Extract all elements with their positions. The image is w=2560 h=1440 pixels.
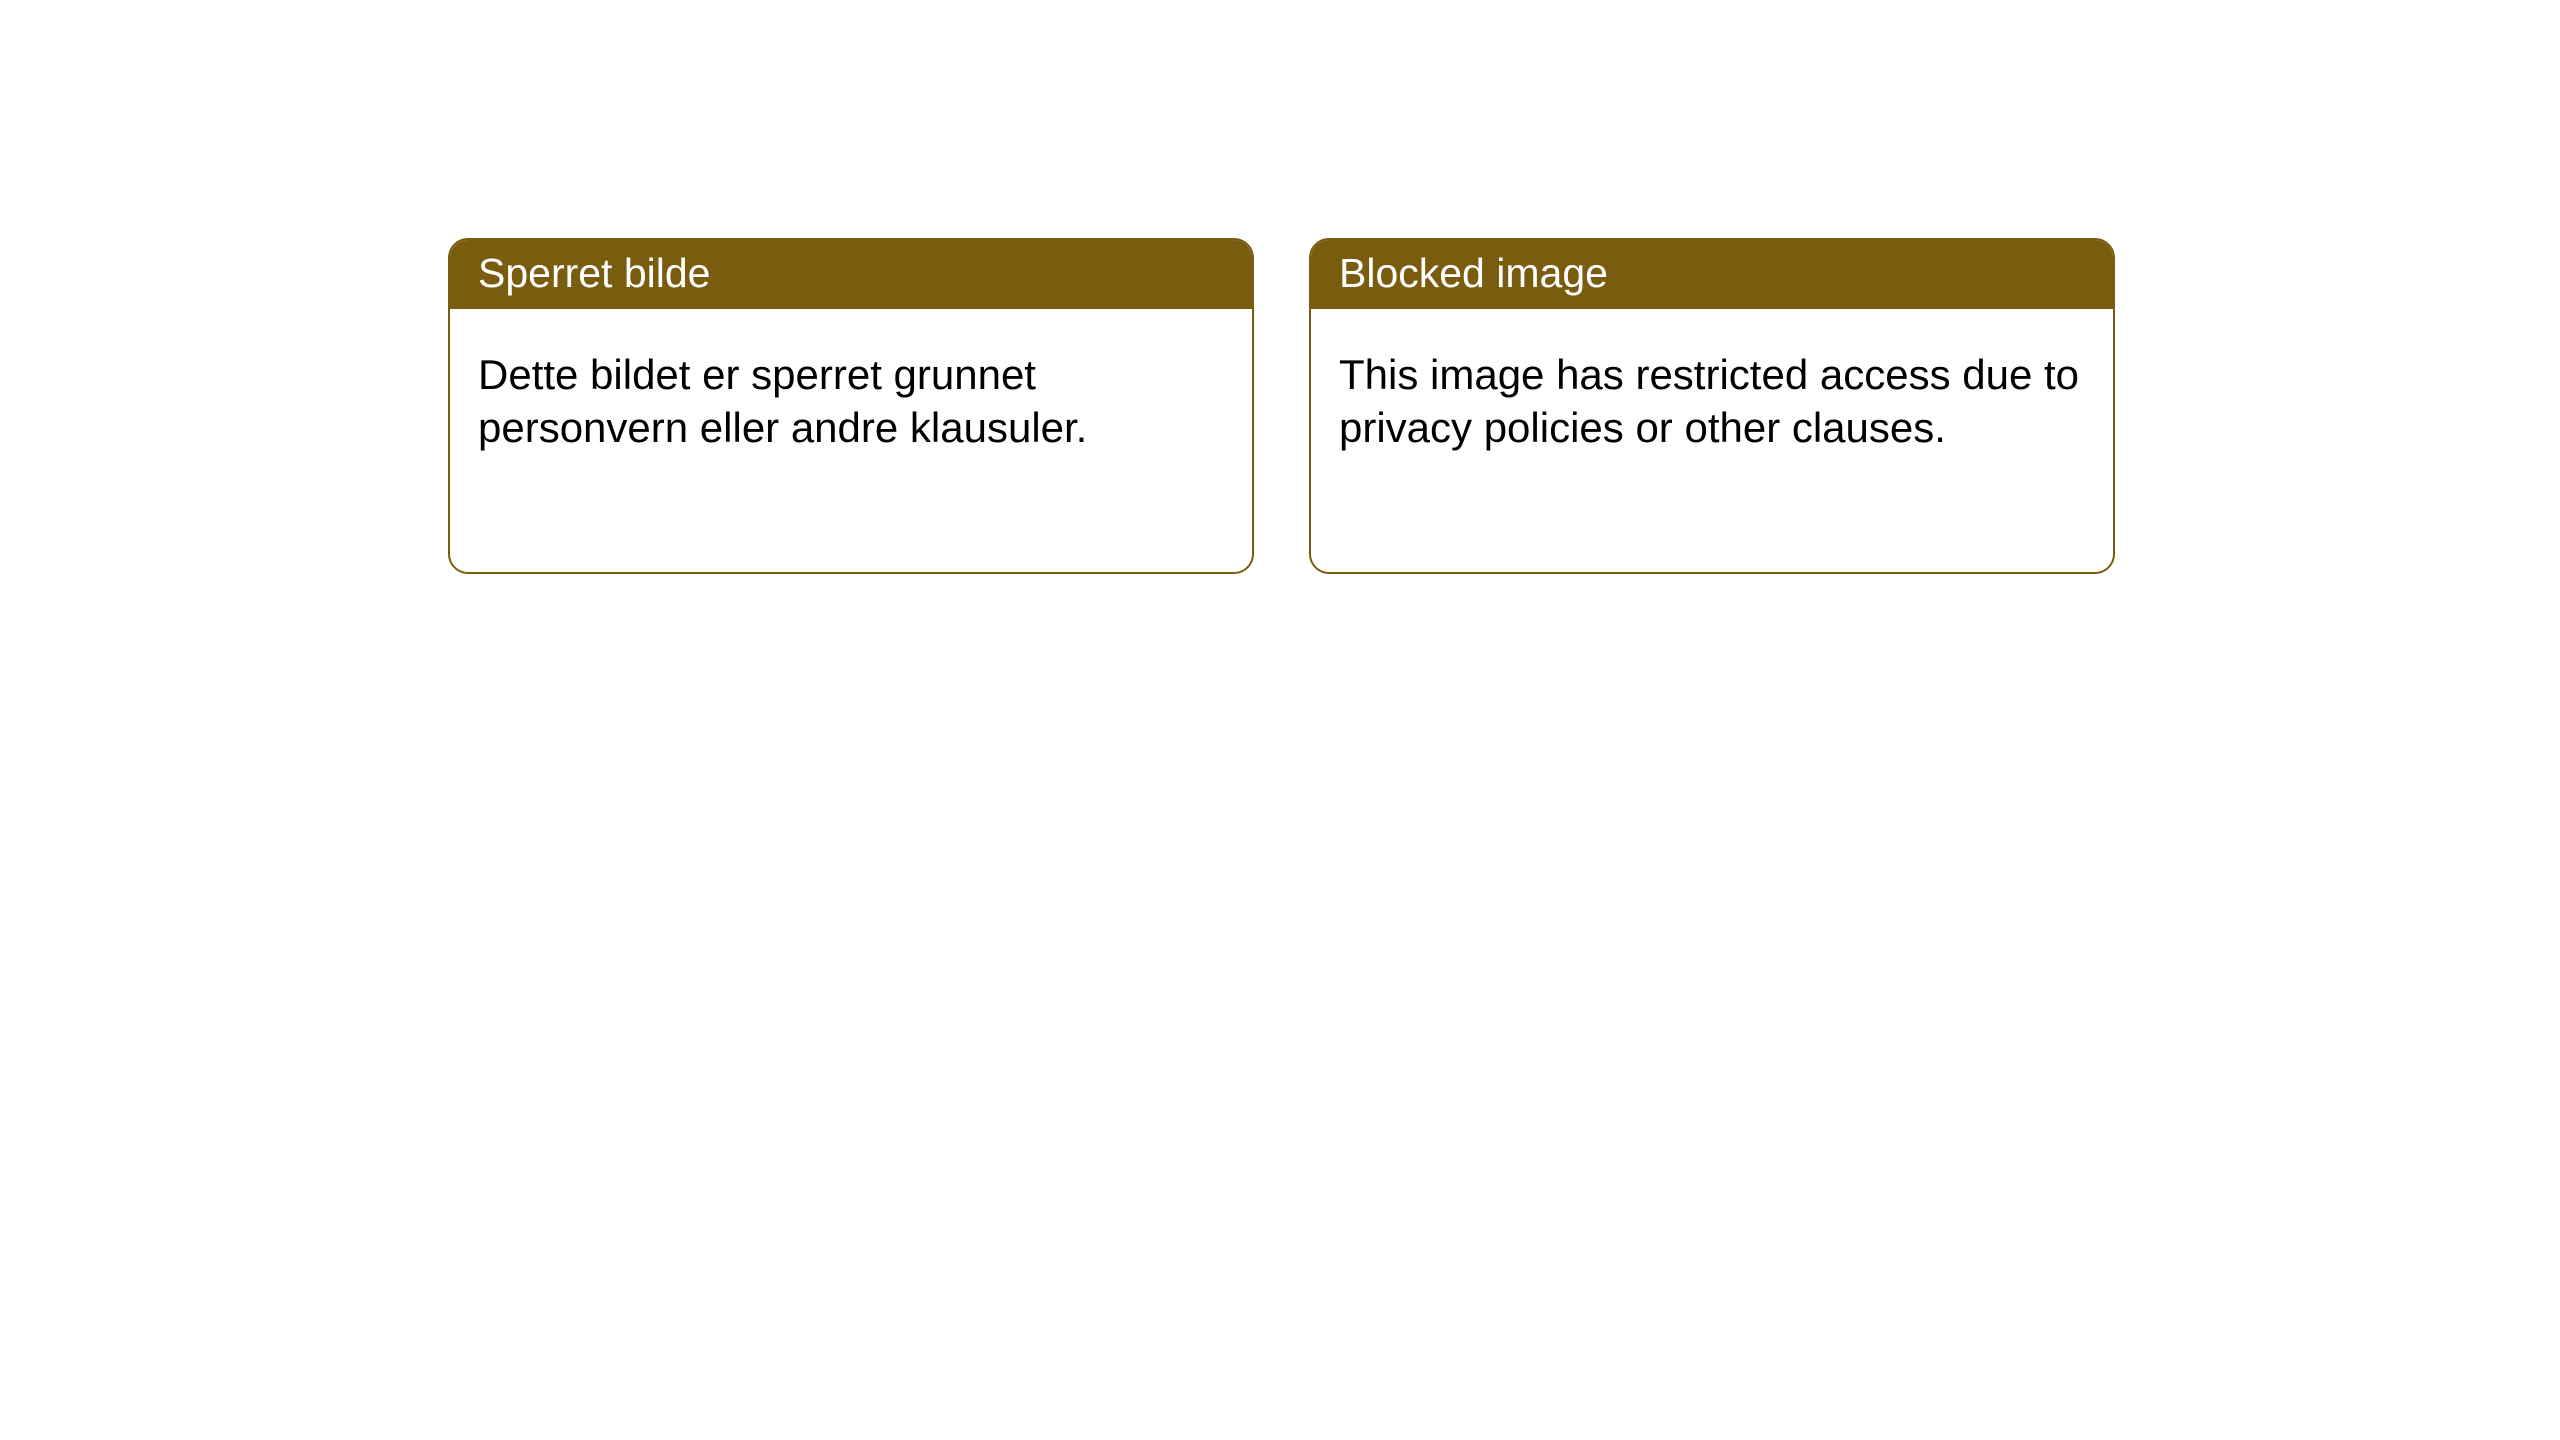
blocked-image-card-en: Blocked image This image has restricted …: [1309, 238, 2115, 574]
notice-container: Sperret bilde Dette bildet er sperret gr…: [0, 0, 2560, 574]
blocked-image-card-no: Sperret bilde Dette bildet er sperret gr…: [448, 238, 1254, 574]
card-body-en: This image has restricted access due to …: [1311, 309, 2113, 482]
card-header-en: Blocked image: [1311, 240, 2113, 309]
card-header-no: Sperret bilde: [450, 240, 1252, 309]
card-body-no: Dette bildet er sperret grunnet personve…: [450, 309, 1252, 482]
